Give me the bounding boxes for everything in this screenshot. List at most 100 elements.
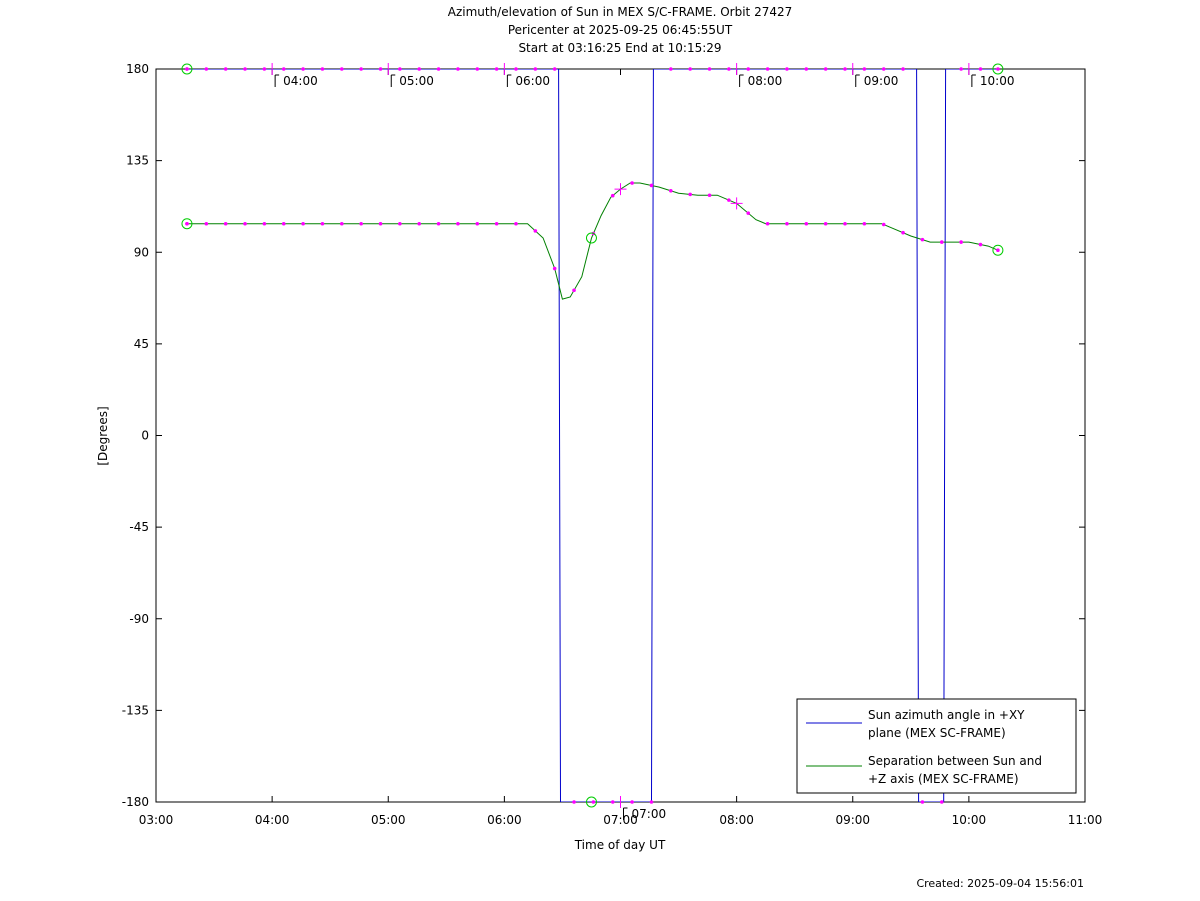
sample-point: [533, 229, 538, 233]
sample-point: [959, 67, 963, 71]
endpoint-ring: [992, 244, 1004, 256]
endpoint-dot: [185, 67, 189, 71]
pericenter-ring-separation: [585, 232, 597, 244]
sample-point: [804, 221, 809, 226]
sample-point: [223, 221, 228, 226]
endpoint-ring: [992, 63, 1004, 75]
y-tick-label: -45: [129, 520, 149, 534]
x-tick-label: 08:00: [719, 813, 754, 827]
sample-point: [340, 221, 344, 226]
y-tick-label: 90: [134, 245, 149, 259]
sample-point: [378, 67, 383, 71]
x-tick-label: 04:00: [255, 813, 290, 827]
sample-point: [243, 221, 247, 226]
sample-point: [920, 237, 925, 242]
x-tick-label: 03:00: [139, 813, 174, 827]
sample-point: [301, 221, 305, 226]
sample-point: [649, 183, 654, 188]
sample-point: [630, 181, 634, 185]
x-tick-label: 07:00: [603, 813, 638, 827]
created-timestamp: Created: 2025-09-04 15:56:01: [916, 877, 1084, 890]
sample-point: [765, 67, 770, 71]
sample-point: [281, 221, 286, 226]
sample-point: [939, 240, 944, 244]
sample-point: [901, 67, 905, 71]
sample-point: [823, 221, 828, 226]
sample-point: [340, 67, 344, 71]
sample-point: [436, 67, 441, 71]
sample-point: [243, 67, 247, 71]
sample-point: [881, 67, 886, 71]
sample-point: [223, 67, 228, 71]
x-tick-label: 05:00: [371, 813, 406, 827]
sample-point: [533, 67, 538, 71]
sample-point: [688, 192, 692, 197]
y-tick-label: 0: [141, 429, 149, 443]
sample-point: [785, 67, 789, 71]
sample-point: [707, 193, 712, 198]
endpoint-dot: [185, 221, 189, 226]
sample-point: [204, 67, 209, 71]
sample-point: [417, 221, 422, 226]
sample-point: [262, 67, 267, 71]
sample-point: [572, 800, 576, 804]
legend-label-separation-line2: +Z axis (MEX SC-FRAME): [868, 772, 1019, 786]
sample-point: [456, 67, 460, 71]
sample-point: [475, 67, 480, 71]
hour-annotation-label: 05:00: [399, 74, 434, 88]
sample-point: [398, 67, 402, 71]
hour-annotation-label: 09:00: [864, 74, 899, 88]
sample-point: [727, 67, 731, 71]
legend-label-azimuth: Sun azimuth angle in +XY plane (MEX SC-F…: [868, 708, 1028, 740]
sample-point: [669, 188, 673, 193]
x-axis-label: Time of day UT: [574, 838, 666, 852]
sample-point: [649, 800, 654, 804]
sample-point: [823, 67, 828, 71]
endpoint-dot: [996, 248, 1000, 253]
sample-point: [281, 67, 286, 71]
x-tick-label: 11:00: [1068, 813, 1103, 827]
sample-point: [514, 221, 518, 226]
legend-label-separation-line1: Separation between Sun and: [868, 754, 1042, 768]
sample-point: [978, 242, 983, 247]
sample-point: [359, 67, 363, 71]
sample-point: [669, 67, 673, 71]
x-tick-label: 09:00: [835, 813, 870, 827]
y-tick-label: -135: [122, 703, 149, 717]
title-line-2: Pericenter at 2025-09-25 06:45:55UT: [507, 23, 733, 37]
hour-annotation-label: 04:00: [283, 74, 318, 88]
title-line-3: Start at 03:16:25 End at 10:15:29: [518, 41, 722, 55]
sample-point: [959, 240, 963, 244]
legend-label-azimuth-line1: Sun azimuth angle in +XY: [868, 708, 1025, 722]
sample-point: [320, 221, 325, 226]
sample-point: [359, 221, 363, 226]
y-axis-label: [Degrees]: [96, 406, 110, 465]
chart-title: Azimuth/elevation of Sun in MEX S/C-FRAM…: [0, 3, 1200, 57]
sample-point: [688, 67, 692, 71]
series-line-1: [187, 182, 999, 300]
sample-point: [262, 221, 267, 226]
sample-point: [804, 67, 809, 71]
sample-point: [572, 288, 576, 293]
sample-point: [591, 800, 596, 804]
title-line-1: Azimuth/elevation of Sun in MEX S/C-FRAM…: [447, 5, 793, 19]
sample-point: [436, 221, 441, 226]
endpoint-dot: [996, 67, 1000, 71]
sample-point: [456, 221, 460, 226]
y-tick-label: -90: [129, 612, 149, 626]
legend-box: [796, 698, 1077, 794]
y-tick-label: 180: [126, 62, 149, 76]
sample-point: [862, 221, 867, 226]
sample-point: [746, 67, 751, 71]
sample-point: [204, 221, 209, 226]
legend-label-separation: Separation between Sun and +Z axis (MEX …: [868, 754, 1046, 786]
sample-point: [843, 67, 847, 71]
sample-point: [978, 67, 983, 71]
hour-annotation-label: 08:00: [748, 74, 783, 88]
sample-point: [610, 800, 615, 804]
sample-point: [398, 221, 402, 226]
sample-point: [746, 211, 751, 215]
sample-point: [552, 67, 557, 71]
hour-annotation-label: 06:00: [515, 74, 550, 88]
